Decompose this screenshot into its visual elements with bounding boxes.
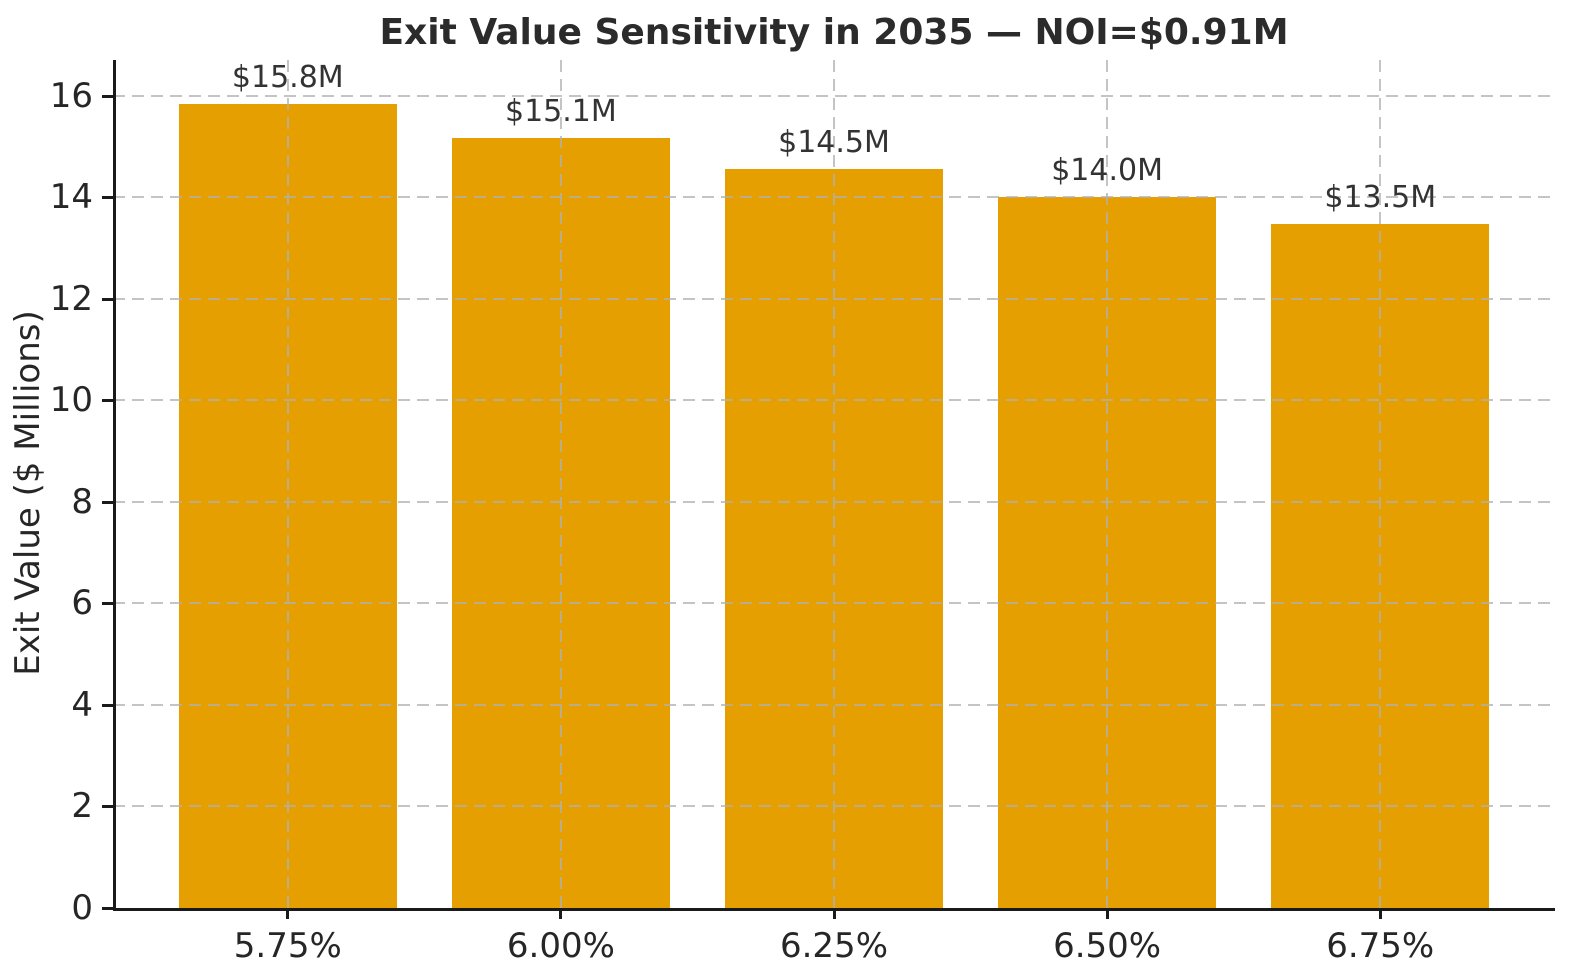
x-tick xyxy=(1378,908,1382,919)
y-tick xyxy=(102,196,113,200)
x-tick-label: 6.00% xyxy=(506,926,615,966)
x-gridline xyxy=(833,60,835,908)
bar-value-label: $14.5M xyxy=(778,124,890,160)
y-tick-label: 4 xyxy=(71,684,93,725)
x-gridline xyxy=(559,60,562,908)
y-tick-label: 6 xyxy=(71,583,93,624)
x-tick-label: 6.75% xyxy=(1326,926,1435,966)
y-tick xyxy=(102,805,113,809)
y-tick-label: 12 xyxy=(49,278,93,319)
x-tick-label: 6.50% xyxy=(1053,926,1162,966)
y-tick xyxy=(102,703,113,707)
x-tick-label: 5.75% xyxy=(233,926,342,966)
y-tick xyxy=(102,94,113,98)
x-gridline xyxy=(1106,60,1109,908)
bar-value-label: $15.8M xyxy=(231,60,344,96)
y-tick-label: 8 xyxy=(71,481,93,522)
y-tick-label: 14 xyxy=(49,177,93,218)
x-gridline xyxy=(1379,60,1382,908)
y-tick-label: 2 xyxy=(71,786,93,827)
plot-area: 0 2 4 6 8 10 12 14 16 $15.8M 5.75% $15.1M 6.00% $14.5… xyxy=(50,60,1555,966)
y-tick-label: 10 xyxy=(49,380,93,421)
y-axis-spine xyxy=(113,60,116,911)
y-tick xyxy=(102,297,113,301)
x-tick xyxy=(559,908,563,919)
x-tick xyxy=(286,908,290,919)
y-tick xyxy=(102,500,113,504)
x-tick-label: 6.25% xyxy=(779,926,888,966)
bar-value-label: $14.0M xyxy=(1051,153,1163,189)
y-tick-label: 0 xyxy=(71,888,93,928)
y-tick-label: 16 xyxy=(49,75,93,116)
y-tick xyxy=(102,602,113,606)
y-tick xyxy=(102,907,113,910)
chart-title: Exit Value Sensitivity in 2035 — NOI=$0.… xyxy=(379,12,1289,53)
bar-value-label: $15.1M xyxy=(505,93,617,129)
x-tick xyxy=(832,908,836,919)
y-tick xyxy=(102,399,113,403)
x-tick xyxy=(1105,908,1109,919)
bar-value-label: $13.5M xyxy=(1324,179,1437,215)
x-gridline xyxy=(286,60,289,908)
